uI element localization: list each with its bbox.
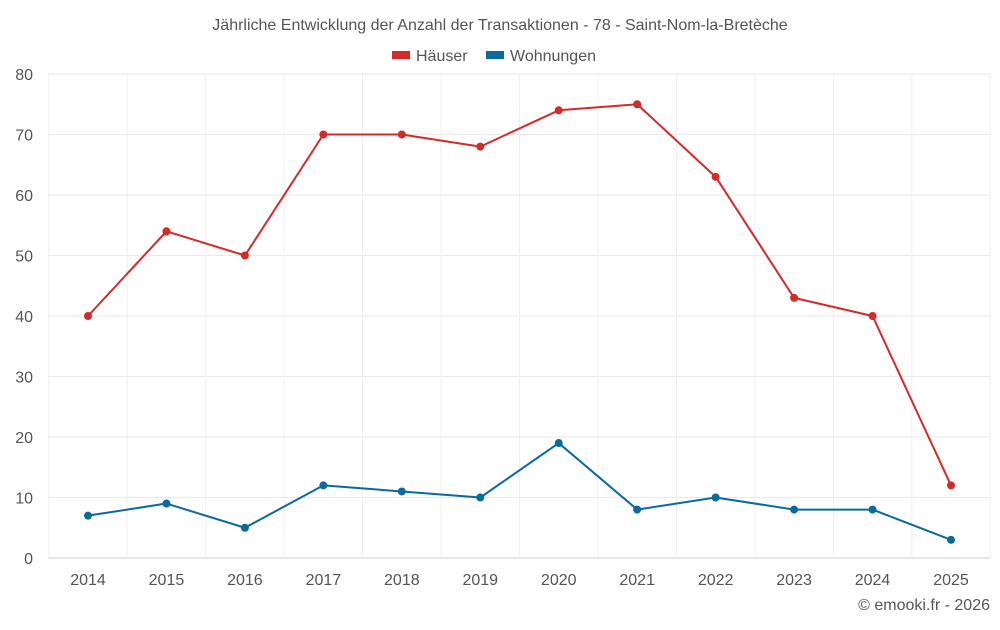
x-tick-label: 2019 [462,572,498,589]
data-point-wohnungen[interactable] [319,481,328,490]
grid [48,73,991,559]
data-point-hauser[interactable] [554,106,563,115]
legend-swatch-hauser[interactable] [392,51,410,59]
legend-label-wohnungen[interactable]: Wohnungen [510,48,596,65]
y-tick-label: 70 [15,128,33,145]
data-point-wohnungen[interactable] [84,511,92,520]
data-point-hauser[interactable] [319,130,328,139]
data-point-hauser[interactable] [711,172,720,181]
data-point-hauser[interactable] [84,312,92,320]
data-point-wohnungen[interactable] [476,493,485,502]
y-axis-ticks: 0 10 20 30 40 50 60 70 80 [15,67,33,568]
x-tick-label: 2020 [541,572,577,589]
data-point-hauser[interactable] [633,100,642,109]
data-point-hauser[interactable] [790,293,799,302]
data-point-wohnungen[interactable] [947,535,955,544]
legend-label-hauser[interactable]: Häuser [416,48,468,65]
series-layer [84,100,955,544]
series-line-hauser [87,103,952,486]
data-point-hauser[interactable] [397,130,406,139]
y-tick-label: 10 [15,491,33,508]
y-tick-label: 40 [15,309,33,326]
legend-swatch-wohnungen[interactable] [486,51,504,59]
x-tick-label: 2018 [384,572,420,589]
y-tick-label: 80 [15,67,33,84]
y-tick-label: 30 [15,370,33,387]
x-tick-label: 2014 [70,572,106,589]
credit: © emooki.fr - 2026 [858,597,990,614]
data-point-hauser[interactable] [240,251,249,260]
data-point-wohnungen[interactable] [397,487,406,496]
x-tick-label: 2024 [855,572,891,589]
y-tick-label: 50 [15,249,33,266]
chart-title: Jährliche Entwicklung der Anzahl der Tra… [212,17,787,34]
x-axis-ticks: 2014 2015 2016 2017 2018 2019 2020 2021 2022 2023… [70,572,969,589]
data-point-wohnungen[interactable] [790,505,799,514]
series-line-wohnungen [87,442,952,541]
data-point-hauser[interactable] [476,142,485,151]
data-point-wohnungen[interactable] [633,505,642,514]
data-point-wohnungen[interactable] [554,439,563,448]
data-point-wohnungen[interactable] [162,499,171,508]
x-tick-label: 2022 [698,572,734,589]
x-tick-label: 2021 [619,572,655,589]
x-tick-label: 2023 [776,572,812,589]
data-point-wohnungen[interactable] [868,505,877,514]
data-point-hauser[interactable] [947,481,955,490]
data-point-wohnungen[interactable] [711,493,720,502]
y-tick-label: 20 [15,430,33,447]
legend: Häuser Wohnungen [392,48,596,65]
y-tick-label: 0 [24,551,33,568]
x-tick-label: 2025 [933,572,969,589]
x-tick-label: 2015 [149,572,185,589]
x-tick-label: 2017 [306,572,342,589]
x-tick-label: 2016 [227,572,263,589]
data-point-hauser[interactable] [162,227,171,236]
data-point-wohnungen[interactable] [240,523,249,532]
data-point-hauser[interactable] [868,312,877,320]
y-tick-label: 60 [15,188,33,205]
